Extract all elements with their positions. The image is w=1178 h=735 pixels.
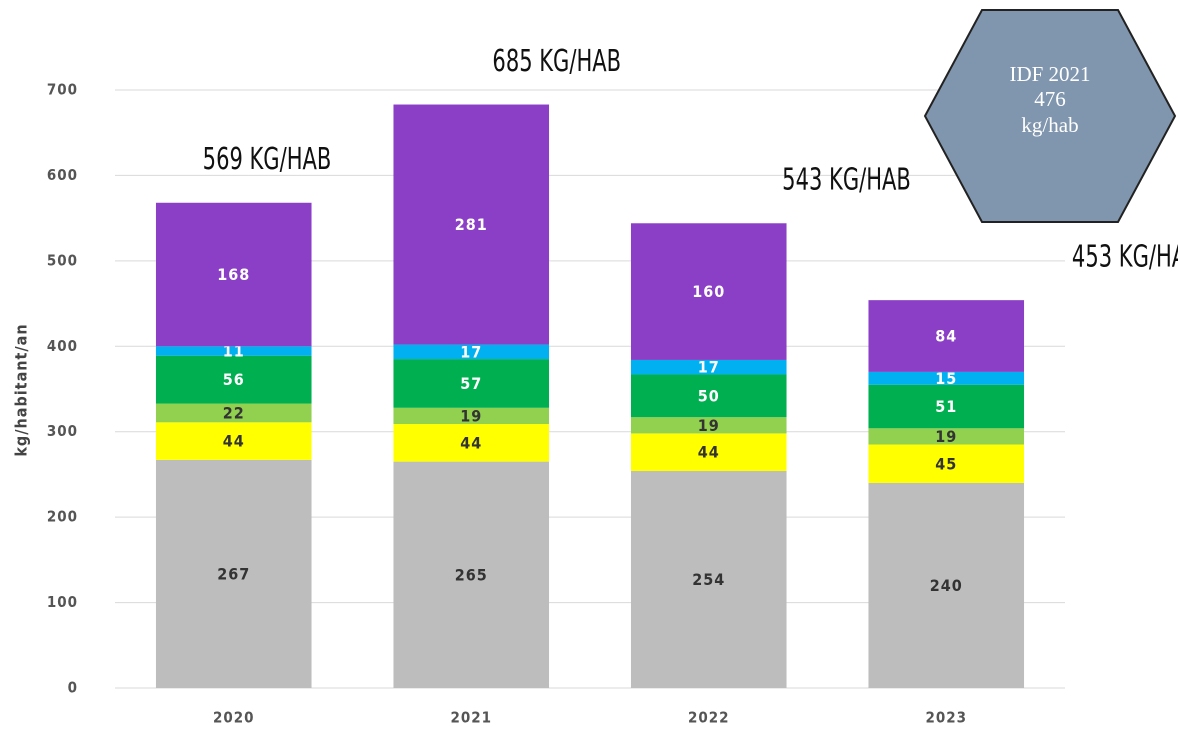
y-tick-label: 700	[47, 81, 78, 99]
data-label: 19	[935, 427, 957, 446]
data-label: 17	[460, 342, 482, 361]
bar-segment	[868, 482, 1025, 688]
total-annotation: 543 KG/HAB	[782, 163, 911, 198]
x-tick-label: 2022	[688, 709, 730, 727]
badge-text: 476	[1034, 87, 1066, 111]
data-label: 44	[698, 443, 720, 462]
x-tick-label: 2023	[925, 709, 967, 727]
data-label: 19	[698, 416, 720, 435]
y-tick-label: 100	[47, 593, 78, 611]
bar-segment	[393, 104, 550, 345]
bar-segment	[155, 422, 312, 460]
data-label: 254	[692, 570, 725, 589]
data-label: 265	[455, 565, 488, 584]
y-tick-label: 0	[68, 679, 78, 697]
data-label: 57	[460, 374, 482, 393]
data-label: 15	[935, 369, 957, 388]
bar-segment	[868, 300, 1025, 372]
data-label: 50	[698, 386, 720, 405]
bar-segment	[630, 417, 787, 434]
total-annotation: 685 KG/HAB	[492, 44, 621, 79]
data-label: 281	[455, 215, 488, 234]
data-label: 22	[223, 403, 245, 422]
bar-segment	[393, 424, 550, 462]
data-label: 44	[460, 433, 482, 452]
y-axis-label: kg/habitant/an	[12, 323, 31, 456]
x-tick-label: 2021	[450, 709, 492, 727]
data-label: 267	[217, 564, 250, 583]
y-tick-label: 300	[47, 422, 78, 440]
bar-segment	[155, 346, 312, 356]
y-tick-label: 600	[47, 166, 78, 184]
y-tick-label: 400	[47, 337, 78, 355]
bar-segment	[155, 355, 312, 404]
x-tick-label: 2020	[213, 709, 255, 727]
bar-segment	[393, 407, 550, 425]
badge-shape	[923, 9, 1177, 223]
bar-segment	[155, 403, 312, 423]
bar-segment	[155, 202, 312, 347]
data-label: 56	[223, 370, 245, 389]
badge-text: kg/hab	[1021, 113, 1078, 137]
total-annotation: 453 KG/HAB	[1072, 240, 1178, 275]
bar-segment	[630, 471, 787, 688]
bar-segment	[630, 359, 787, 375]
bar-segment	[393, 359, 550, 408]
data-label: 45	[935, 454, 957, 473]
data-label: 51	[935, 397, 957, 416]
bar-segment	[630, 374, 787, 418]
badge-text: IDF 2021	[1009, 62, 1090, 86]
data-label: 44	[223, 432, 245, 451]
bar-segment	[868, 371, 1025, 385]
data-label: 19	[460, 406, 482, 425]
bar-segment	[630, 433, 787, 472]
data-label: 240	[930, 576, 963, 595]
total-annotation: 569 KG/HAB	[203, 142, 332, 177]
data-label: 17	[698, 358, 720, 377]
bar-segment	[155, 459, 312, 688]
bar-segment	[868, 384, 1025, 429]
data-label: 168	[217, 265, 250, 284]
y-tick-label: 200	[47, 508, 78, 526]
bar-segment	[630, 223, 787, 360]
y-tick-label: 500	[47, 251, 78, 269]
bar-segment	[868, 428, 1025, 445]
data-label: 160	[692, 282, 725, 301]
bar-segment	[393, 344, 550, 360]
plot-area: 0100200300400500600700202026744225611168…	[47, 44, 1178, 726]
bar-segment	[868, 444, 1025, 483]
bar-segment	[393, 461, 550, 688]
data-label: 84	[935, 327, 957, 346]
